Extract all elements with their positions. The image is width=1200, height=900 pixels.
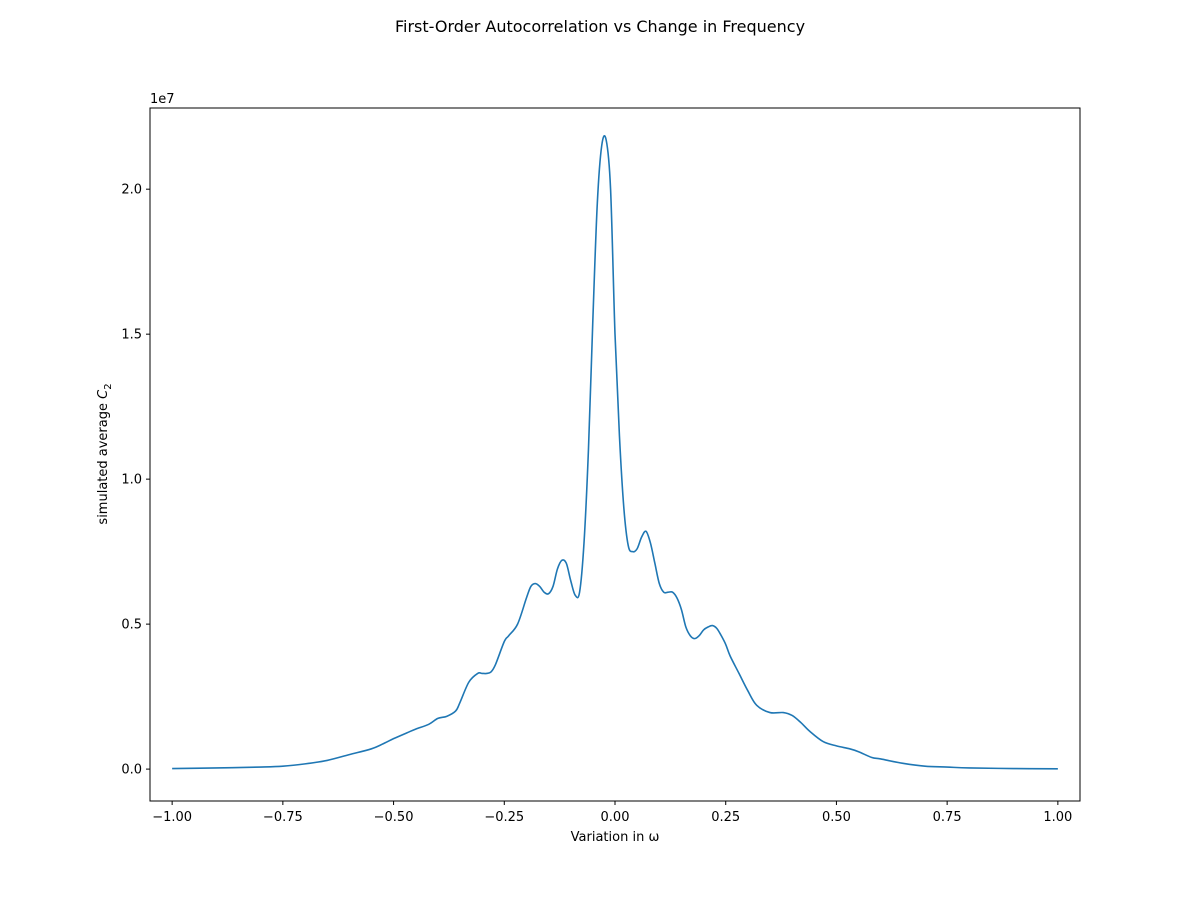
x-tick-label: 0.25	[711, 810, 740, 825]
y-tick-label: 1.5	[121, 328, 142, 343]
x-tick-label: 0.50	[822, 810, 851, 825]
series-line	[172, 134, 1058, 770]
y-axis-offset-label: 1e7	[150, 92, 175, 107]
x-tick-label: 0.75	[933, 810, 962, 825]
y-axis-label-subscript: 2	[103, 383, 114, 389]
y-axis-label: simulated average C2	[96, 383, 114, 524]
x-tick-label: −0.50	[374, 810, 414, 825]
x-axis-label: Variation in ω	[571, 830, 660, 845]
x-tick-label: 0.00	[601, 810, 630, 825]
y-tick-label: 0.5	[121, 618, 142, 633]
y-axis: 0.0 0.5 1.0 1.5 2.0	[121, 183, 150, 778]
x-tick-label: −0.25	[484, 810, 524, 825]
y-tick-label: 2.0	[121, 183, 142, 198]
chart-title: First-Order Autocorrelation vs Change in…	[395, 17, 805, 36]
x-tick-label: 1.00	[1043, 810, 1072, 825]
x-tick-label: −1.00	[152, 810, 192, 825]
y-tick-label: 0.0	[121, 763, 142, 778]
x-tick-label: −0.75	[263, 810, 303, 825]
y-axis-label-text: simulated average	[96, 399, 111, 525]
y-axis-label-symbol: C	[96, 389, 111, 399]
y-tick-label: 1.0	[121, 473, 142, 488]
x-axis: −1.00 −0.75 −0.50 −0.25 0.00 0.25 0.50 0.75 1.00	[152, 801, 1072, 825]
